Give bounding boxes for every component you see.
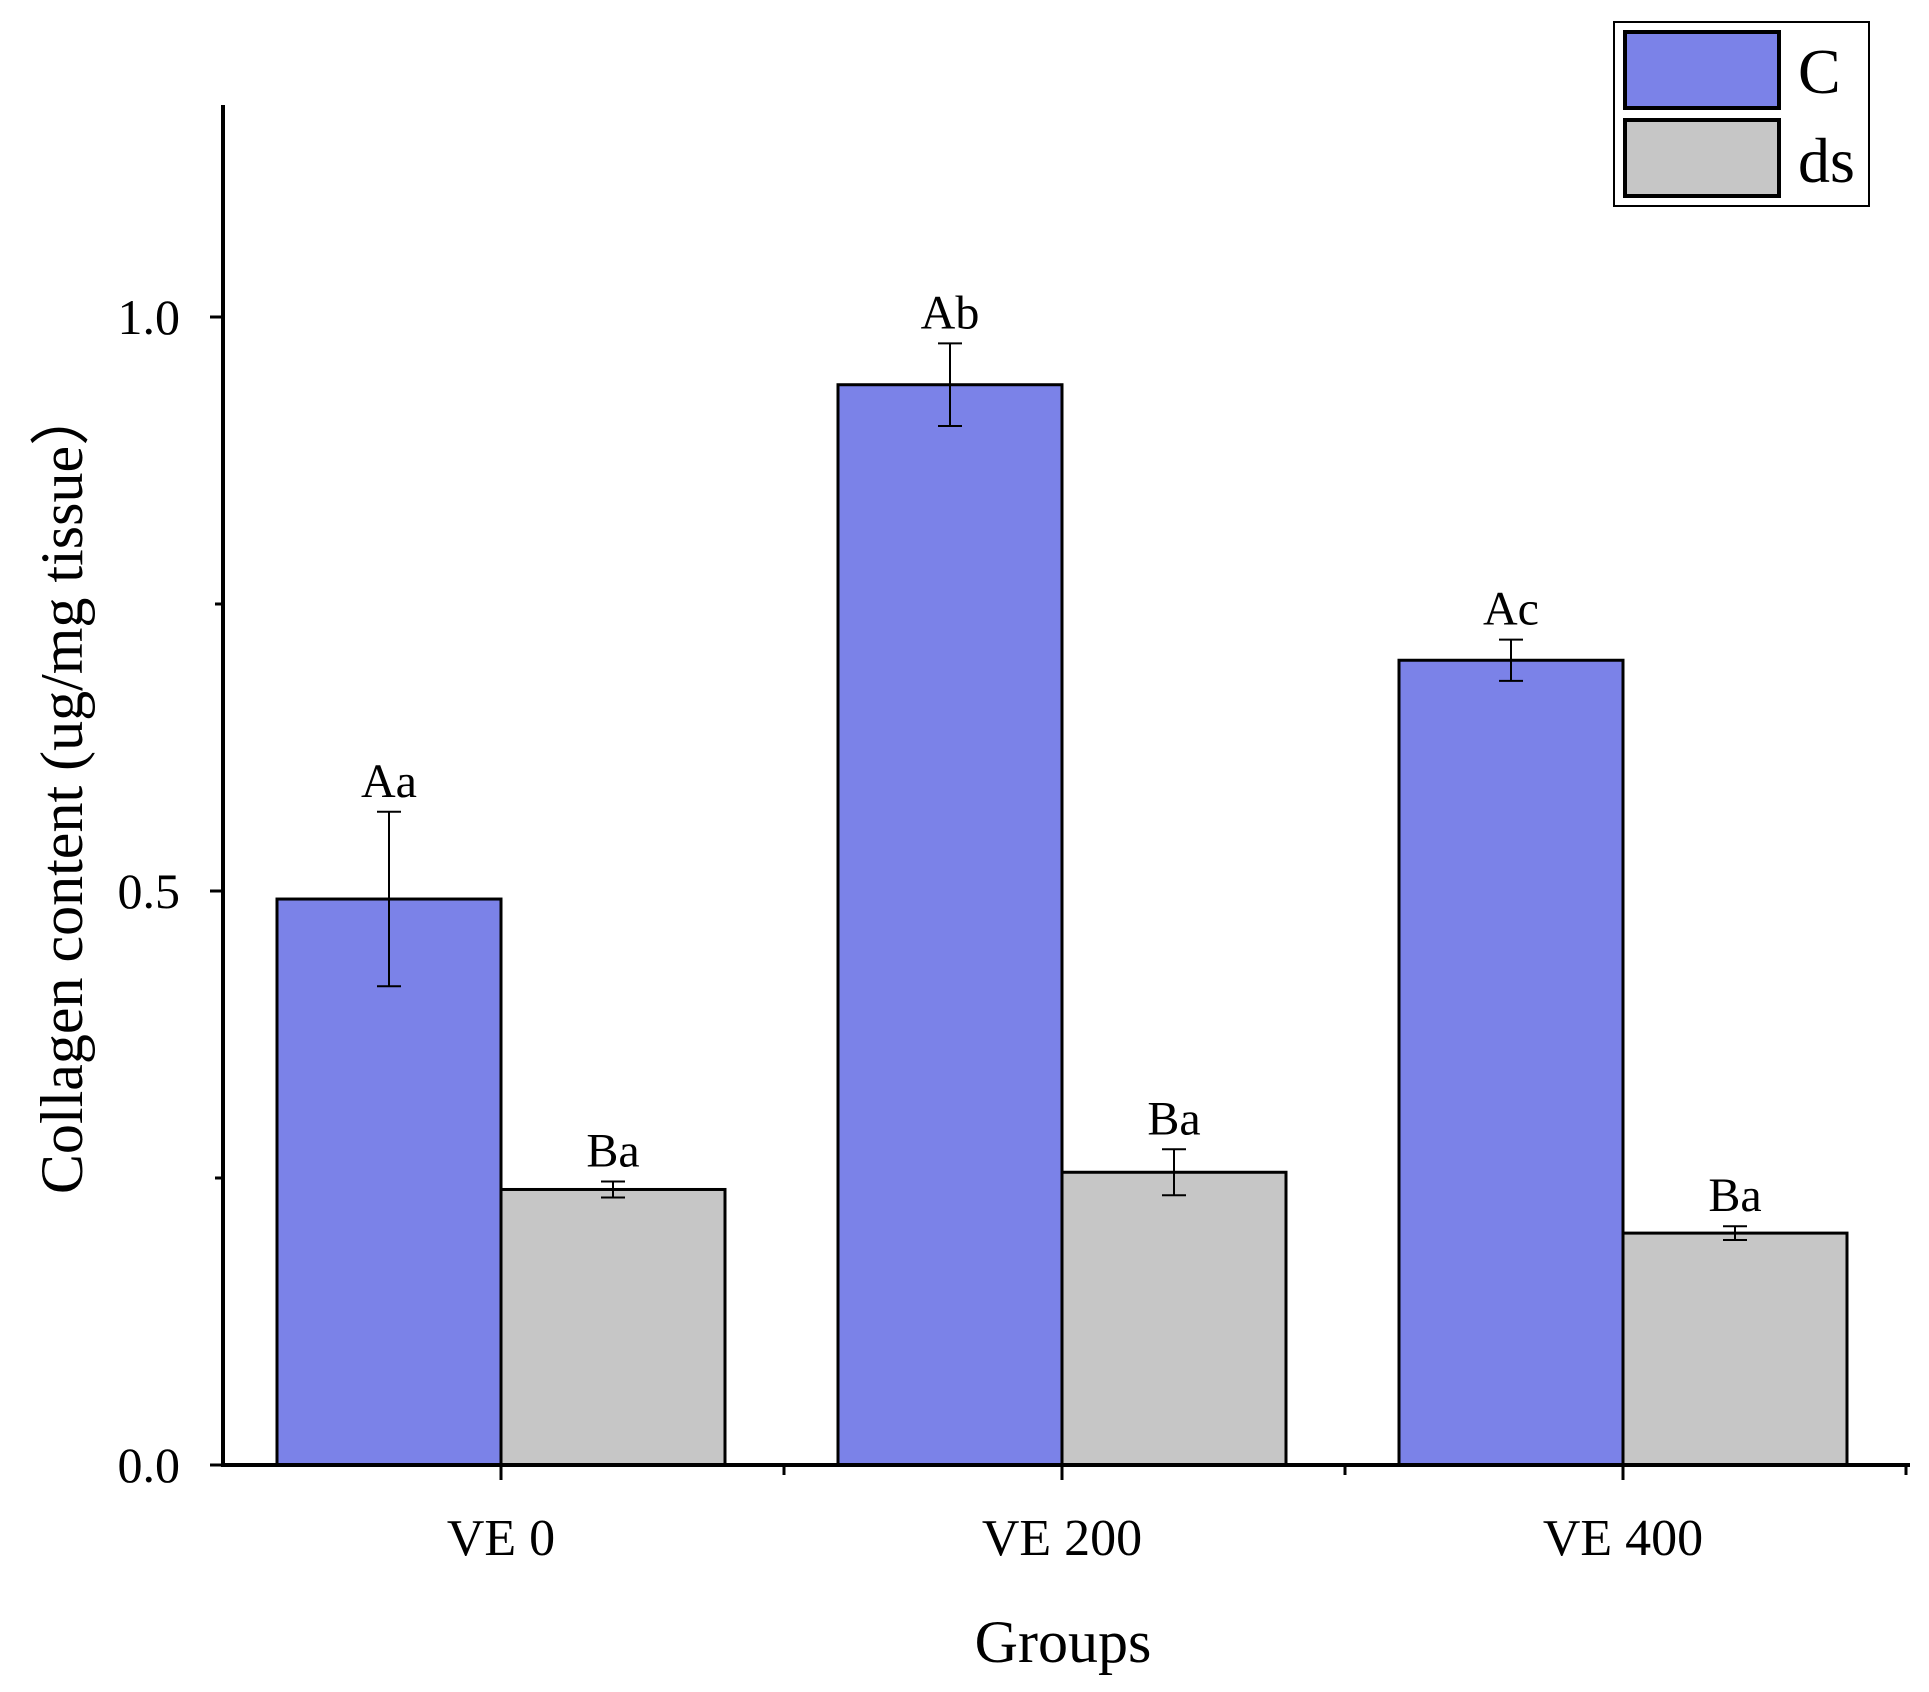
error-bar-C-ve-0 — [377, 810, 401, 988]
bar-ds-ve-200 — [1060, 1170, 1288, 1467]
error-bar-ds-ve-0 — [601, 1180, 625, 1199]
significance-labels-layer: Aa Ba Ab Ba Ac Ba — [361, 286, 1762, 1222]
legend-label-ds: ds — [1798, 125, 1855, 196]
sig-label-C-ve-200: Ab — [921, 286, 980, 339]
bar-C-ve-0 — [275, 897, 503, 1467]
error-bar-C-ve-200 — [938, 342, 962, 428]
bar-ds-ve-0 — [499, 1187, 727, 1467]
error-bars-layer — [377, 342, 1747, 1241]
error-bar-ds-ve-200 — [1162, 1148, 1186, 1197]
sig-label-ds-ve-200: Ba — [1147, 1092, 1200, 1145]
y-tick-label: 1.0 — [118, 289, 181, 345]
x-ticks: VE 0 VE 200 VE 400 — [447, 1465, 1908, 1567]
error-bar-C-ve-400 — [1499, 638, 1523, 682]
bar-C-ve-200 — [836, 383, 1064, 1467]
y-tick-label: 0.0 — [118, 1437, 181, 1493]
bar-C-ve-400 — [1397, 658, 1625, 1467]
x-tick-label-ve-400: VE 400 — [1543, 1510, 1703, 1567]
sig-label-C-ve-400: Ac — [1483, 583, 1539, 636]
y-ticks: 0.0 0.5 1.0 — [118, 289, 223, 1493]
x-axis-title: Groups — [975, 1609, 1152, 1675]
legend: C ds — [1613, 21, 1870, 207]
bars-layer — [275, 383, 1849, 1467]
legend-swatch-c — [1623, 30, 1781, 110]
bar-ds-ve-400 — [1621, 1231, 1849, 1467]
sig-label-ds-ve-400: Ba — [1708, 1169, 1761, 1222]
sig-label-ds-ve-0: Ba — [586, 1124, 639, 1177]
y-tick-label: 0.5 — [118, 863, 181, 919]
error-bar-ds-ve-400 — [1723, 1225, 1747, 1241]
x-tick-label-ve-0: VE 0 — [447, 1510, 555, 1567]
x-tick-label-ve-200: VE 200 — [982, 1510, 1142, 1567]
legend-swatch-ds — [1623, 118, 1781, 198]
sig-label-C-ve-0: Aa — [361, 755, 417, 808]
y-axis-title: Collagen content (ug/mg tissue） — [29, 386, 95, 1194]
legend-label-c: C — [1798, 36, 1841, 107]
